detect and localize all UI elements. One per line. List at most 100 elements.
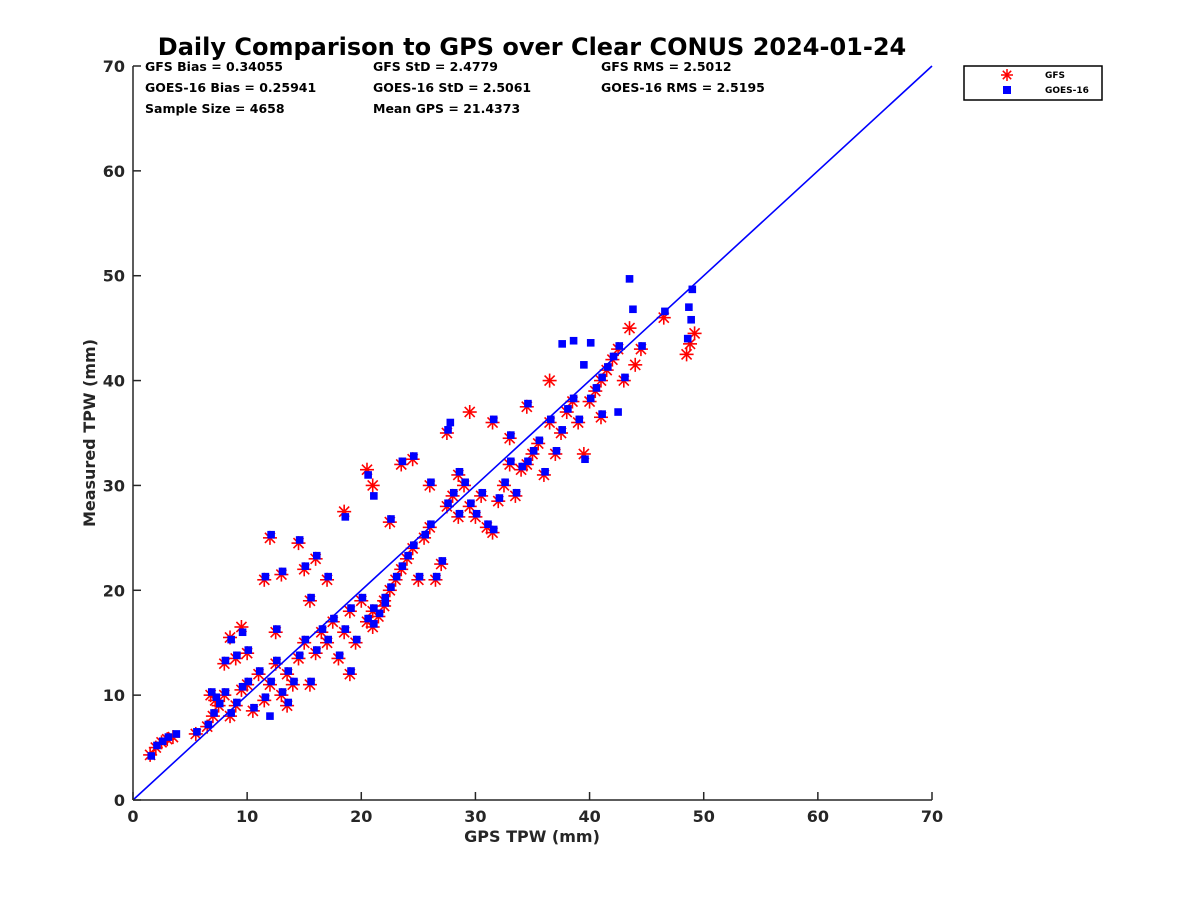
goes16-point [629, 305, 637, 314]
goes16-point [535, 436, 544, 445]
goes16-point [364, 614, 372, 623]
goes16-point [438, 557, 447, 565]
stat-goes16-rms: GOES-16 RMS = 2.5195 [601, 80, 765, 95]
x-axis-ticks: 0 10 20 30 40 50 60 70 [127, 792, 943, 826]
goes16-point [687, 315, 695, 324]
goes16-point [507, 457, 515, 466]
goes16-point [546, 415, 555, 424]
goes16-point [472, 509, 481, 518]
goes16-point [564, 405, 572, 413]
goes16-point [604, 363, 612, 371]
goes16-point [569, 336, 578, 345]
legend-marker-gfs [1001, 69, 1013, 81]
goes16-point [153, 741, 161, 750]
goes16-point [370, 604, 378, 612]
stat-gfs-rms: GFS RMS = 2.5012 [601, 59, 732, 74]
goes16-point [524, 457, 532, 466]
goes16-point [449, 488, 458, 497]
y-tick-label: 70 [103, 57, 125, 76]
gfs-point [365, 478, 380, 493]
goes16-point [581, 455, 589, 464]
goes16-point [592, 384, 601, 392]
goes16-point [266, 712, 274, 720]
goes16-point [467, 499, 475, 508]
legend-label-gfs: GFS [1045, 71, 1065, 81]
goes16-point [370, 492, 378, 500]
goes16-point [278, 688, 287, 696]
goes16-point [295, 536, 304, 544]
goes16-point [387, 515, 395, 523]
goes16-point [621, 373, 629, 382]
goes16-point [341, 513, 350, 521]
goes16-point [381, 593, 390, 602]
goes16-point [233, 651, 241, 660]
stat-gfs-bias: GFS Bias = 0.34055 [145, 59, 283, 74]
goes16-point [324, 572, 332, 581]
goes16-point [215, 699, 224, 708]
goes16-point [501, 478, 509, 487]
goes16-point [261, 693, 270, 702]
x-tick-label: 40 [578, 807, 600, 826]
plot-area [132, 65, 933, 801]
goes16-point [335, 651, 344, 660]
goes16-point [193, 728, 201, 736]
goes16-point [529, 447, 538, 455]
goes16-point [381, 599, 390, 607]
x-tick-label: 30 [464, 807, 486, 826]
goes16-point [301, 635, 310, 644]
goes16-point [212, 693, 221, 702]
legend-box [963, 65, 1103, 101]
goes16-point [638, 342, 646, 350]
goes16-point [586, 339, 595, 347]
legend-marker-goes16 [1003, 86, 1011, 94]
goes16-point [210, 709, 218, 717]
goes16-point [233, 698, 241, 707]
goes16-point [255, 667, 264, 675]
goes16-point [432, 572, 441, 581]
goes16-point [352, 635, 361, 644]
goes16-point [398, 562, 407, 570]
goes16-point [267, 677, 275, 686]
x-tick-label: 50 [693, 807, 715, 826]
y-tick-label: 10 [103, 686, 125, 705]
goes16-point [444, 499, 452, 508]
goes16-point [284, 698, 293, 707]
goes16-point [375, 609, 384, 618]
y-tick-label: 40 [103, 372, 125, 391]
goes16-point [688, 285, 697, 294]
goes16-point [685, 303, 693, 311]
goes16-point [552, 447, 561, 455]
goes16-point [295, 651, 304, 660]
y-tick-label: 0 [114, 791, 125, 810]
goes16-point [569, 394, 578, 403]
goes16-point [244, 677, 253, 686]
legend-label-goes16: GOES-16 [1045, 86, 1089, 96]
one-to-one-line [132, 65, 933, 801]
goes16-point [347, 667, 355, 675]
legend: GFS GOES-16 [963, 65, 1103, 101]
goes16-point [312, 646, 321, 654]
goes16-point [307, 677, 315, 686]
goes16-point [598, 410, 606, 418]
goes16-point [307, 593, 315, 602]
y-tick-label: 60 [103, 162, 125, 181]
gfs-point [679, 347, 694, 362]
goes16-point [341, 625, 350, 633]
series-goes-16 [147, 275, 697, 760]
goes16-point [518, 462, 527, 471]
goes16-point [541, 467, 549, 476]
goes16-point [318, 625, 327, 633]
stat-gfs-std: GFS StD = 2.4779 [373, 59, 498, 74]
goes16-point [404, 551, 412, 560]
goes16-point [507, 431, 515, 439]
goes16-point [312, 551, 321, 560]
y-tick-label: 30 [103, 476, 125, 495]
goes16-point [409, 452, 418, 460]
goes16-point [221, 688, 230, 696]
goes16-point [558, 426, 566, 434]
goes16-point [446, 418, 455, 427]
y-axis-label: Measured TPW (mm) [80, 339, 99, 527]
y-tick-label: 50 [103, 267, 125, 286]
